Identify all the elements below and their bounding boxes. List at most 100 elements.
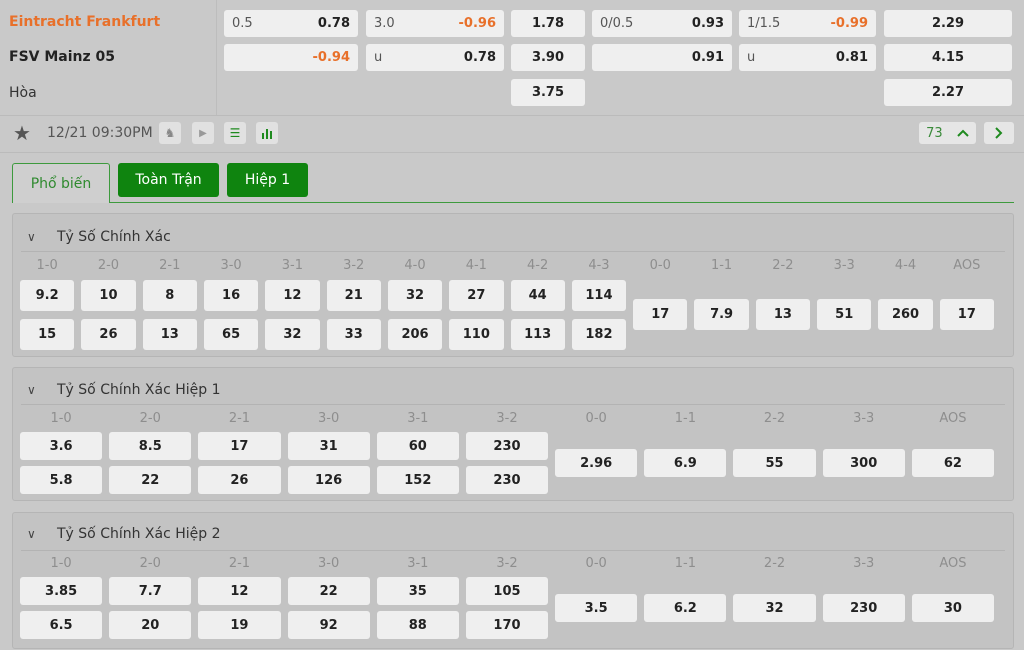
odds-cell[interactable]: 22 <box>287 577 370 605</box>
odds-cell[interactable]: 105 <box>465 577 549 605</box>
odds-cell[interactable]: 44 <box>510 280 565 311</box>
odds-cell[interactable]: 9.2 <box>20 280 75 311</box>
odds-cell[interactable]: 26 <box>198 466 281 494</box>
odds-cell[interactable]: 170 <box>465 611 549 639</box>
odds-cell[interactable]: 55 <box>733 449 816 477</box>
market-count-toggle[interactable]: 73 <box>919 122 976 144</box>
odds-cell[interactable]: 17 <box>198 432 281 460</box>
odds-h1-ou-over[interactable]: 1/1.5 -0.99 <box>739 10 876 37</box>
odds-cell[interactable]: 88 <box>376 611 459 639</box>
chevron-down-icon[interactable]: ∨ <box>27 230 36 244</box>
odds-cell[interactable]: 6.5 <box>20 611 103 639</box>
odds-cell[interactable]: 230 <box>822 594 905 622</box>
odds-cell[interactable]: 114 <box>571 280 627 311</box>
line: 0/0.5 <box>600 16 634 31</box>
odds-h1-hdp-home[interactable]: 0/0.5 0.93 <box>592 10 732 37</box>
chevron-down-icon[interactable]: ∨ <box>27 383 36 397</box>
stats-icon[interactable] <box>256 122 278 144</box>
odds-h1-1x2-draw[interactable]: 2.27 <box>884 79 1012 106</box>
odds-cell[interactable]: 230 <box>465 466 549 494</box>
odds-ft-ou-under[interactable]: u 0.78 <box>366 44 504 71</box>
odds-cell[interactable]: 30 <box>911 594 994 622</box>
odds-cell[interactable]: 12 <box>198 577 281 605</box>
odds-cell[interactable]: 300 <box>822 449 905 477</box>
tab-full-match[interactable]: Toàn Trận <box>118 163 219 197</box>
odds-cell[interactable]: 17 <box>633 299 688 330</box>
score-label: 4-1 <box>465 258 487 273</box>
section-title[interactable]: Tỷ Số Chính Xác Hiệp 2 <box>57 526 221 542</box>
chevron-up-icon <box>957 129 969 137</box>
odds-cell[interactable]: 3.85 <box>20 577 103 605</box>
odds-cell[interactable]: 27 <box>449 280 504 311</box>
odds-cell[interactable]: 113 <box>510 319 565 350</box>
odds-cell[interactable]: 110 <box>449 319 504 350</box>
odds-cell[interactable]: 17 <box>939 299 994 330</box>
odds-cell[interactable]: 51 <box>817 299 872 330</box>
score-label: 2-1 <box>159 258 181 273</box>
section-title[interactable]: Tỷ Số Chính Xác <box>57 229 171 245</box>
tab-first-half[interactable]: Hiệp 1 <box>227 163 308 197</box>
chevron-down-icon[interactable]: ∨ <box>27 527 36 541</box>
odds-cell[interactable]: 35 <box>376 577 459 605</box>
lineup-icon[interactable]: ♞ <box>159 122 181 144</box>
odds-cell[interactable]: 206 <box>387 319 443 350</box>
odds-cell[interactable]: 5.8 <box>20 466 103 494</box>
odds-cell[interactable]: 26 <box>81 319 136 350</box>
odds-cell[interactable]: 7.9 <box>694 299 749 330</box>
odds-cell[interactable]: 6.9 <box>644 449 727 477</box>
odds-cell[interactable]: 126 <box>287 466 370 494</box>
odds-cell[interactable]: 10 <box>81 280 136 311</box>
odds-cell[interactable]: 32 <box>265 319 320 350</box>
odds-ft-1x2-draw[interactable]: 3.75 <box>511 79 585 106</box>
scoreboard-icon[interactable]: ☰ <box>224 122 246 144</box>
odds-ft-1x2-away[interactable]: 3.90 <box>511 44 585 71</box>
odds-cell[interactable]: 12 <box>265 280 320 311</box>
chevron-right-icon[interactable] <box>984 122 1014 144</box>
tab-popular[interactable]: Phổ biến <box>12 163 110 203</box>
play-icon[interactable]: ▶ <box>192 122 214 144</box>
odds-h1-ou-under[interactable]: u 0.81 <box>739 44 876 71</box>
line: 1/1.5 <box>747 16 781 31</box>
odds-cell[interactable]: 15 <box>20 319 75 350</box>
odds-cell[interactable]: 152 <box>376 466 459 494</box>
odds-cell[interactable]: 92 <box>287 611 370 639</box>
odds-h1-hdp-away[interactable]: 0.91 <box>592 44 732 71</box>
odds-cell[interactable]: 31 <box>287 432 370 460</box>
star-icon[interactable]: ★ <box>13 121 31 145</box>
odds-cell[interactable]: 22 <box>109 466 192 494</box>
odds-h1-1x2-home[interactable]: 2.29 <box>884 10 1012 37</box>
score-label: 2-1 <box>228 411 251 426</box>
odds-cell[interactable]: 8 <box>142 280 197 311</box>
section-title[interactable]: Tỷ Số Chính Xác Hiệp 1 <box>57 382 221 398</box>
odds-cell[interactable]: 16 <box>203 280 259 311</box>
odds-cell[interactable]: 13 <box>142 319 197 350</box>
score-label: 3-1 <box>407 556 429 571</box>
odds-cell[interactable]: 19 <box>198 611 281 639</box>
odds-cell[interactable]: 230 <box>465 432 549 460</box>
odds-cell[interactable]: 65 <box>203 319 259 350</box>
odds-cell[interactable]: 33 <box>326 319 381 350</box>
odds-cell[interactable]: 3.5 <box>555 594 638 622</box>
odds-h1-1x2-away[interactable]: 4.15 <box>884 44 1012 71</box>
odds-cell[interactable]: 260 <box>878 299 933 330</box>
odds-cell[interactable]: 62 <box>911 449 994 477</box>
odds-cell[interactable]: 7.7 <box>109 577 192 605</box>
odds-cell[interactable]: 3.6 <box>20 432 103 460</box>
odds-cell[interactable]: 20 <box>109 611 192 639</box>
odds-ft-hdp-home[interactable]: 0.5 0.78 <box>224 10 358 37</box>
odds-cell[interactable]: 2.96 <box>555 449 638 477</box>
odds-cell[interactable]: 13 <box>755 299 811 330</box>
score-label: AOS <box>953 258 981 273</box>
odds-cell[interactable]: 182 <box>571 319 627 350</box>
odds-ft-hdp-away[interactable]: -0.94 <box>224 44 358 71</box>
odds-cell[interactable]: 60 <box>376 432 459 460</box>
odds-cell[interactable]: 32 <box>733 594 816 622</box>
odds-ft-ou-over[interactable]: 3.0 -0.96 <box>366 10 504 37</box>
score-label: 3-0 <box>318 556 340 571</box>
odds-cell[interactable]: 32 <box>387 280 443 311</box>
odds-ft-1x2-home[interactable]: 1.78 <box>511 10 585 37</box>
odds-cell[interactable]: 6.2 <box>644 594 727 622</box>
odds-cell[interactable]: 21 <box>326 280 381 311</box>
odds-cell[interactable]: 8.5 <box>109 432 192 460</box>
score-label: 4-2 <box>527 258 549 273</box>
